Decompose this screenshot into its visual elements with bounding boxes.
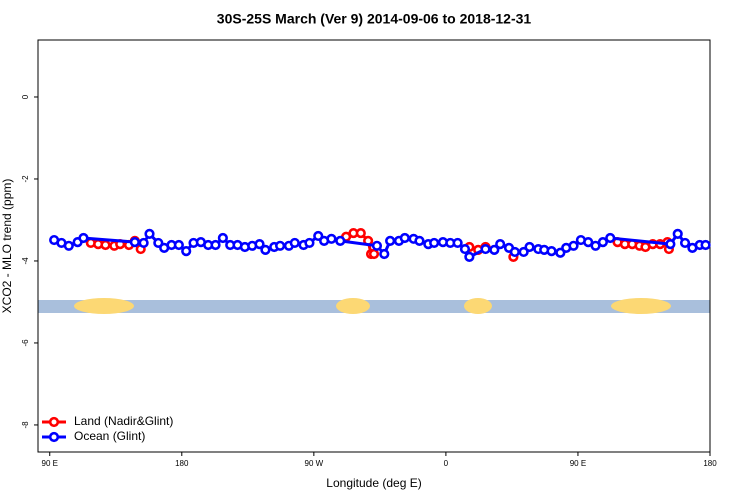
data-point bbox=[665, 239, 676, 250]
data-point bbox=[274, 240, 286, 251]
x-tick-label: 90 E bbox=[570, 459, 586, 468]
data-point bbox=[509, 246, 520, 258]
data-point bbox=[368, 248, 380, 260]
y-tick-label: -8 bbox=[21, 421, 30, 429]
x-tick-label: 90 W bbox=[305, 459, 324, 468]
x-tick-label: 180 bbox=[175, 459, 189, 468]
data-point bbox=[217, 232, 228, 244]
data-point bbox=[672, 228, 683, 240]
data-point bbox=[464, 251, 475, 262]
data-point bbox=[173, 239, 184, 251]
data-point bbox=[181, 246, 192, 257]
data-point bbox=[355, 227, 366, 239]
data-point bbox=[700, 239, 711, 251]
data-point bbox=[379, 248, 390, 260]
data-point bbox=[78, 232, 89, 244]
data-point bbox=[524, 241, 535, 253]
data-point bbox=[335, 235, 346, 246]
ocean-strip bbox=[38, 300, 710, 313]
data-point bbox=[371, 240, 383, 251]
legend-marker bbox=[48, 431, 60, 443]
legend-marker bbox=[48, 416, 60, 428]
legend-label: Ocean (Glint) bbox=[74, 429, 145, 443]
data-point bbox=[260, 244, 271, 255]
x-tick-label: 180 bbox=[703, 459, 717, 468]
land-region bbox=[74, 298, 134, 314]
y-tick-label: -4 bbox=[21, 257, 30, 265]
y-tick-label: -6 bbox=[21, 339, 30, 347]
data-point bbox=[429, 237, 440, 249]
data-point bbox=[399, 232, 410, 244]
land-region bbox=[336, 298, 370, 314]
data-point bbox=[605, 232, 616, 244]
legend-label: Land (Nadir&Glint) bbox=[74, 414, 173, 428]
data-point bbox=[304, 237, 315, 249]
data-point bbox=[546, 246, 557, 257]
data-point bbox=[100, 239, 111, 251]
land-ocean-strip bbox=[38, 298, 710, 314]
data-point bbox=[583, 237, 594, 248]
chart-title: 30S-25S March (Ver 9) 2014-09-06 to 2018… bbox=[217, 11, 532, 27]
land-region bbox=[611, 298, 671, 314]
x-tick-label: 90 E bbox=[42, 459, 58, 468]
y-axis-label: XCO2 - MLO trend (ppm) bbox=[0, 179, 14, 314]
data-point bbox=[568, 240, 579, 251]
y-tick-label: -2 bbox=[21, 175, 30, 183]
data-point bbox=[326, 233, 337, 244]
y-tick-label: 0 bbox=[21, 94, 30, 99]
data-point bbox=[590, 240, 601, 251]
data-point bbox=[452, 237, 463, 249]
data-point bbox=[129, 237, 140, 248]
data-point bbox=[489, 244, 500, 255]
data-point bbox=[254, 239, 265, 250]
data-point bbox=[480, 243, 491, 255]
data-point bbox=[210, 239, 221, 251]
data-point bbox=[385, 235, 396, 246]
data-point bbox=[289, 237, 300, 249]
data-point bbox=[679, 237, 691, 249]
data-point bbox=[138, 237, 149, 249]
x-axis-label: Longitude (deg E) bbox=[326, 476, 421, 490]
data-point bbox=[459, 243, 471, 255]
x-tick-label: 0 bbox=[444, 459, 449, 468]
data-point bbox=[597, 237, 608, 248]
land-region bbox=[464, 298, 492, 314]
data-point bbox=[414, 235, 425, 246]
data-point bbox=[495, 239, 506, 250]
data-point bbox=[144, 228, 155, 240]
data-point bbox=[63, 240, 74, 251]
